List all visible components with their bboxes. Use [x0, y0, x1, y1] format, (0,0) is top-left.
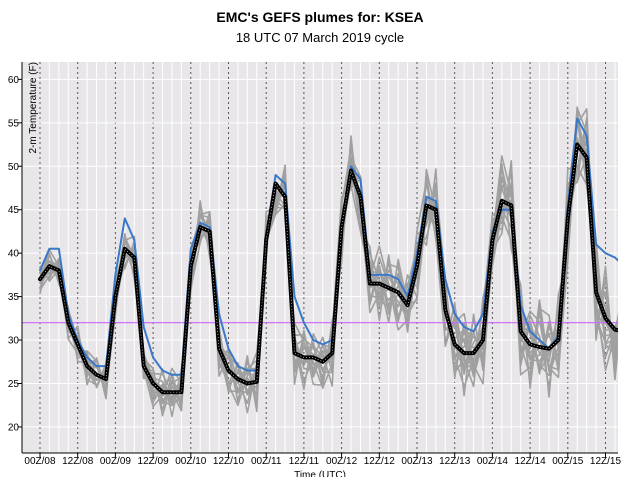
y-tick-label: 50 — [8, 162, 20, 173]
x-tick-label: 12Z/14 — [515, 456, 547, 467]
y-tick-label: 30 — [8, 336, 20, 347]
right-margin — [618, 60, 640, 455]
x-tick-label: 12Z/13 — [439, 456, 471, 467]
x-tick-label: 00Z/10 — [175, 456, 207, 467]
y-tick-label: 55 — [8, 118, 20, 129]
x-tick-label: 12Z/12 — [364, 456, 396, 467]
x-tick-label: 00Z/12 — [326, 456, 358, 467]
y-axis-label: 2-m Temperature (F) — [28, 62, 39, 154]
x-tick-label: 00Z/08 — [24, 456, 56, 467]
x-tick-label: 12Z/08 — [62, 456, 94, 467]
x-tick-label: 12Z/11 — [289, 456, 320, 467]
x-tick-label: 12Z/15 — [590, 456, 622, 467]
y-tick-label: 20 — [8, 422, 20, 433]
ensemble-mean-overlay — [39, 143, 640, 393]
chart-title: EMC's GEFS plumes for: KSEA — [216, 9, 424, 25]
x-tick-label: 12Z/10 — [213, 456, 245, 467]
y-tick-label: 40 — [8, 249, 20, 260]
x-axis-label: Time (UTC) — [294, 470, 346, 477]
x-tick-label: 00Z/14 — [477, 456, 509, 467]
x-tick-label: 00Z/13 — [401, 456, 433, 467]
x-tick-label: 12Z/09 — [138, 456, 170, 467]
x-tick-label: 00Z/09 — [100, 456, 132, 467]
x-tick-label: 00Z/15 — [552, 456, 584, 467]
x-tick-label: 00Z/11 — [251, 456, 282, 467]
y-tick-label: 35 — [8, 292, 20, 303]
y-tick-label: 45 — [8, 205, 20, 216]
plot-area — [22, 62, 618, 453]
y-tick-label: 60 — [8, 75, 20, 86]
chart-subtitle: 18 UTC 07 March 2019 cycle — [235, 30, 405, 45]
y-tick-label: 25 — [8, 379, 20, 390]
